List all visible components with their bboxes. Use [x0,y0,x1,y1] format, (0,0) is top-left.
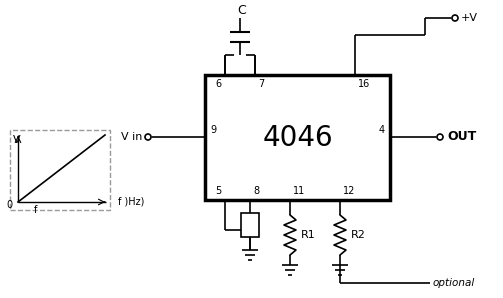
Bar [10,130,110,210]
Text: 12: 12 [343,186,356,196]
Circle shape [145,134,151,140]
Text: R2: R2 [351,230,366,240]
Text: V in: V in [121,132,142,142]
Text: R1: R1 [301,230,316,240]
Text: 5: 5 [215,186,221,196]
Text: C: C [237,4,246,16]
Text: optional: optional [433,278,475,288]
Text: 7: 7 [258,79,264,89]
Text: 4: 4 [379,125,385,135]
Text: OUT: OUT [447,131,476,144]
Text: 8: 8 [253,186,259,196]
Text: 0: 0 [7,200,13,210]
Circle shape [452,15,458,21]
Text: V: V [13,135,21,145]
Text: 9: 9 [210,125,216,135]
Text: 6: 6 [216,79,222,89]
Circle shape [437,134,443,140]
Text: f )Hz): f )Hz) [118,197,144,207]
Bar [205,75,390,200]
Text: 11: 11 [293,186,305,196]
Text: 4046: 4046 [262,123,333,151]
Text: f: f [34,205,38,215]
Bar [241,213,259,237]
Text: +V: +V [461,13,478,23]
Text: 16: 16 [358,79,370,89]
